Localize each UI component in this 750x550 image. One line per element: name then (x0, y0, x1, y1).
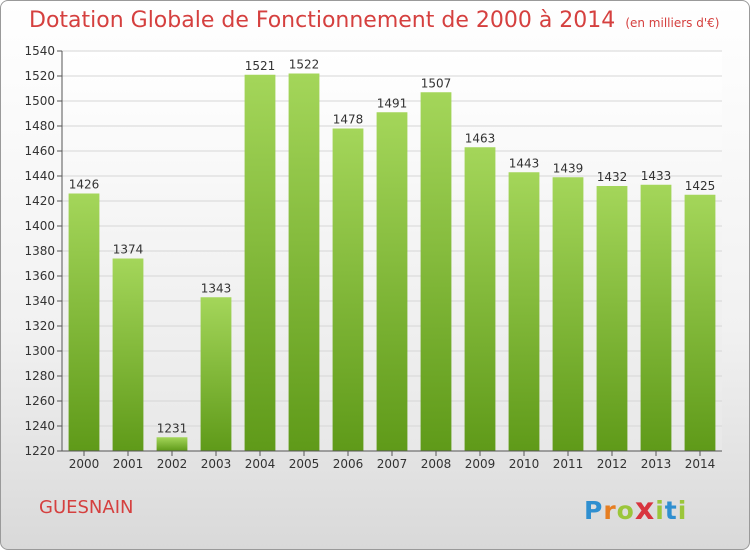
x-tick-label: 2007 (377, 457, 408, 471)
y-tick-label: 1520 (24, 69, 55, 83)
bar-value-label: 1343 (201, 281, 232, 295)
bar-value-label: 1521 (245, 59, 276, 73)
logo-letter: i (677, 496, 688, 525)
logo-letter: t (664, 496, 678, 525)
proxiti-logo: Proxiti (584, 492, 687, 527)
bar-value-label: 1433 (641, 169, 672, 183)
y-tick-label: 1480 (24, 119, 55, 133)
x-tick-label: 2014 (685, 457, 716, 471)
y-tick-label: 1220 (24, 444, 55, 458)
bar (332, 128, 364, 451)
bar-value-label: 1443 (509, 156, 540, 170)
bar (420, 92, 452, 451)
x-tick-label: 2000 (69, 457, 100, 471)
bar (68, 193, 100, 451)
x-tick-label: 2004 (245, 457, 276, 471)
y-tick-label: 1420 (24, 194, 55, 208)
logo-letter: i (655, 496, 665, 525)
y-tick-label: 1300 (24, 344, 55, 358)
commune-name: GUESNAIN (39, 497, 134, 518)
bar-value-label: 1426 (69, 178, 100, 192)
x-tick-label: 2008 (421, 457, 452, 471)
chart-title: Dotation Globale de Fonctionnement de 20… (29, 8, 719, 33)
x-tick-label: 2002 (157, 457, 188, 471)
bar-value-label: 1432 (597, 170, 628, 184)
axes: 1220 1240 1260 1280 1300 1320 1340 1360 1380 1400… (24, 44, 722, 471)
y-tick-label: 1320 (24, 319, 55, 333)
logo-letter: r (603, 496, 617, 525)
x-tick-label: 2011 (553, 457, 584, 471)
bar (288, 73, 320, 451)
logo-letter: P (584, 496, 604, 525)
bar-value-label: 1231 (157, 421, 188, 435)
y-tick-label: 1540 (24, 44, 55, 58)
y-tick-label: 1340 (24, 294, 55, 308)
bar-value-label: 1491 (377, 96, 408, 110)
bar-value-label: 1425 (685, 179, 716, 193)
chart-title-text: Dotation Globale de Fonctionnement de 20… (29, 8, 616, 33)
y-tick-label: 1360 (24, 269, 55, 283)
bar-value-label: 1463 (465, 131, 496, 145)
y-tick-label: 1240 (24, 419, 55, 433)
y-tick-label: 1440 (24, 169, 55, 183)
y-tick-label: 1400 (24, 219, 55, 233)
y-tick-label: 1380 (24, 244, 55, 258)
y-tick-label: 1500 (24, 94, 55, 108)
bar (376, 112, 408, 451)
x-tick-label: 2013 (641, 457, 672, 471)
y-tick-label: 1280 (24, 369, 55, 383)
x-tick-label: 2001 (113, 457, 144, 471)
bar (200, 297, 232, 451)
bar (552, 177, 584, 451)
y-tick-label: 1460 (24, 144, 55, 158)
x-tick-label: 2009 (465, 457, 496, 471)
bar (156, 437, 188, 451)
bar-value-label: 1439 (553, 161, 584, 175)
bar (640, 184, 672, 451)
bar-value-label: 1507 (421, 76, 452, 90)
chart-subtitle: (en milliers d'€) (625, 16, 720, 30)
logo-letter: o (616, 496, 635, 525)
bar (684, 194, 716, 451)
bar-value-label: 1374 (113, 243, 144, 257)
bar (112, 258, 144, 451)
y-tick-label: 1260 (24, 394, 55, 408)
bars: 1426 1374 1231 1343 1521 1522 1478 1491 1507 1463… (68, 58, 716, 451)
bar-value-label: 1522 (289, 58, 320, 72)
x-tick-label: 2006 (333, 457, 364, 471)
bar (596, 186, 628, 451)
bar (244, 74, 276, 451)
x-tick-label: 2010 (509, 457, 540, 471)
x-tick-label: 2003 (201, 457, 232, 471)
x-tick-label: 2012 (597, 457, 628, 471)
bar (508, 172, 540, 451)
bar (464, 147, 496, 451)
bar-value-label: 1478 (333, 113, 364, 127)
logo-letter: x (634, 492, 656, 527)
x-tick-label: 2005 (289, 457, 320, 471)
